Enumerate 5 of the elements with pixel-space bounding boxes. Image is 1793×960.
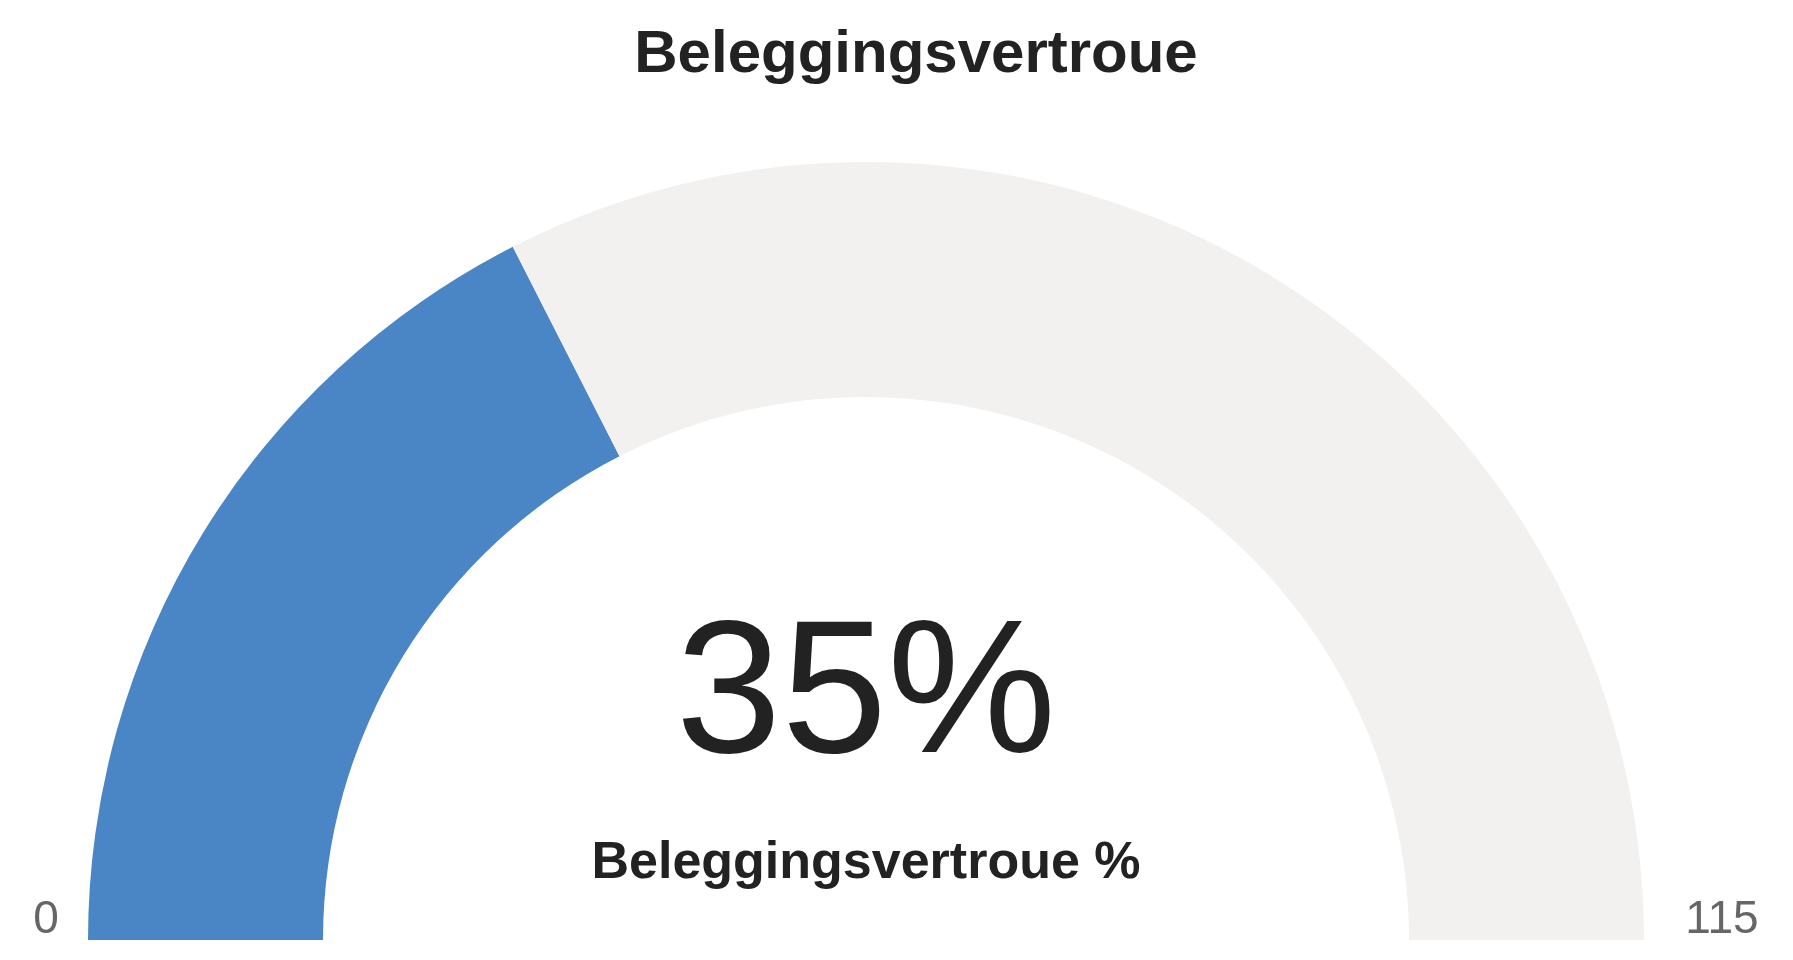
- text: 35%: [675, 580, 1057, 792]
- text: 115: [1685, 891, 1759, 943]
- text: 0: [33, 891, 59, 943]
- chart-title: Beleggingsvertroue: [634, 18, 1198, 85]
- text: Beleggingsvertroue %: [591, 831, 1141, 889]
